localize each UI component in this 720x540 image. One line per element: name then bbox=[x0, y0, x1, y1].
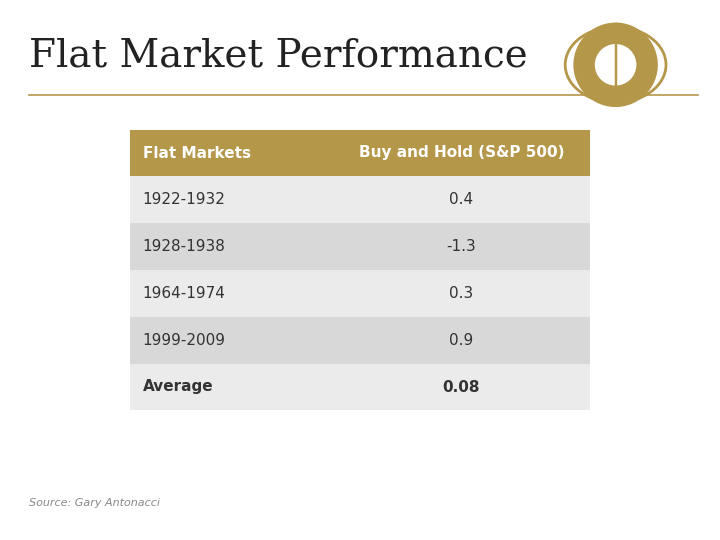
Text: Average: Average bbox=[143, 380, 213, 395]
FancyBboxPatch shape bbox=[130, 270, 590, 317]
Polygon shape bbox=[575, 24, 616, 105]
Text: Flat Markets: Flat Markets bbox=[143, 145, 251, 160]
Text: Buy and Hold (S&P 500): Buy and Hold (S&P 500) bbox=[359, 145, 564, 160]
FancyBboxPatch shape bbox=[130, 130, 590, 177]
Text: Source: Gary Antonacci: Source: Gary Antonacci bbox=[29, 497, 160, 508]
Text: 0.4: 0.4 bbox=[449, 192, 474, 207]
Text: Flat Market Performance: Flat Market Performance bbox=[29, 38, 528, 75]
FancyBboxPatch shape bbox=[130, 363, 590, 410]
Text: -1.3: -1.3 bbox=[446, 239, 476, 254]
Text: 1928-1938: 1928-1938 bbox=[143, 239, 225, 254]
Polygon shape bbox=[616, 24, 656, 105]
Text: 1999-2009: 1999-2009 bbox=[143, 333, 225, 348]
Text: 0.9: 0.9 bbox=[449, 333, 474, 348]
Text: 0.3: 0.3 bbox=[449, 286, 474, 301]
FancyBboxPatch shape bbox=[130, 177, 590, 223]
FancyBboxPatch shape bbox=[130, 223, 590, 270]
Text: 0.08: 0.08 bbox=[443, 380, 480, 395]
FancyBboxPatch shape bbox=[130, 317, 590, 363]
Text: 1964-1974: 1964-1974 bbox=[143, 286, 225, 301]
Text: 1922-1932: 1922-1932 bbox=[143, 192, 225, 207]
